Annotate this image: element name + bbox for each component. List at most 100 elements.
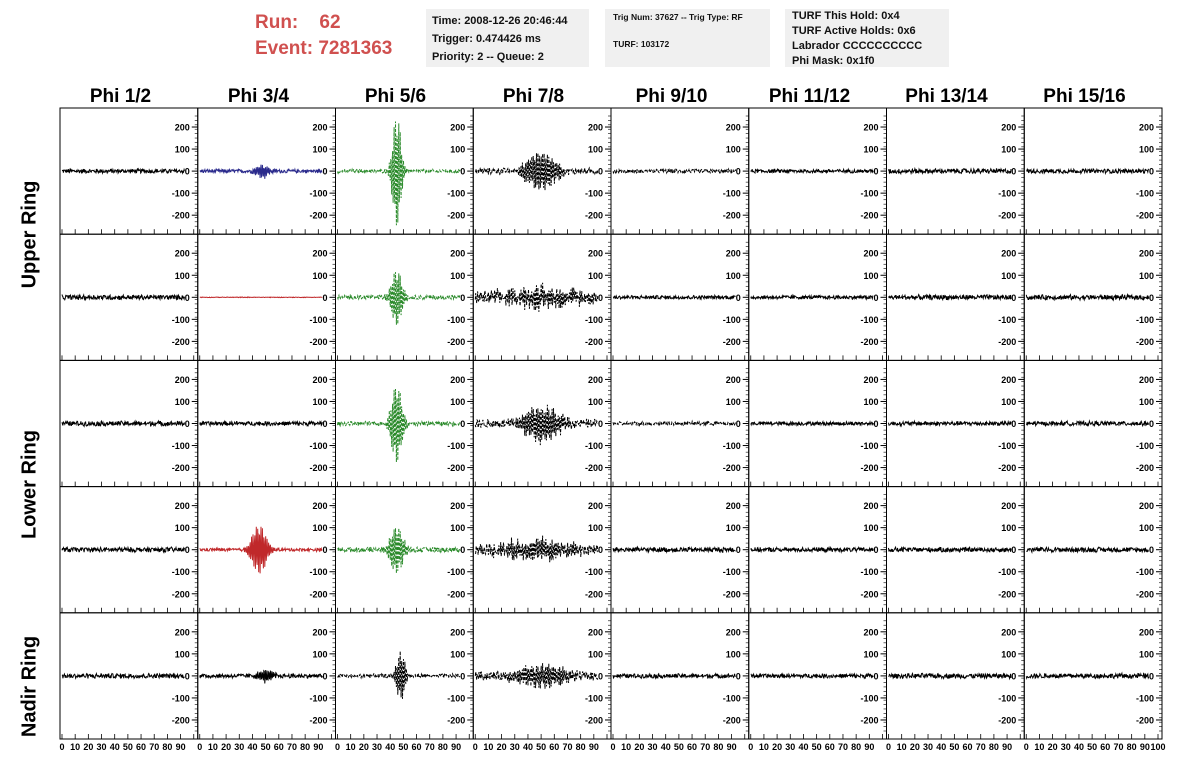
y-tick-label: -200 (447, 211, 465, 221)
y-tick-label: -100 (723, 189, 741, 199)
y-tick-label: 0 (185, 419, 190, 429)
y-tick-label: -200 (309, 589, 327, 599)
panel-r1-c3: -200 -100 0 100 200 (472, 233, 612, 361)
y-tick-label: 200 (175, 627, 190, 637)
waveform-line (888, 672, 1012, 681)
x-tick-label: 0 (197, 742, 202, 752)
x-tick-label: 80 (576, 742, 586, 752)
waveform-line (1025, 419, 1150, 428)
x-tick-label: 30 (1061, 742, 1071, 752)
y-tick-label: -100 (860, 189, 878, 199)
waveform-line (888, 293, 1012, 302)
priority-text: Priority: 2 -- Queue: 2 (432, 51, 544, 63)
y-tick-label: 100 (863, 145, 878, 155)
x-tick-label: 10 (208, 742, 218, 752)
y-tick-label: 200 (726, 501, 741, 511)
x-tick-label: 90 (1002, 742, 1012, 752)
y-tick-label: -100 (172, 189, 190, 199)
x-tick-label: 40 (1074, 742, 1084, 752)
y-tick-label: -100 (309, 567, 327, 577)
column-header-phi-13-14: Phi 13/14 (905, 86, 988, 107)
y-tick-label: 0 (322, 545, 327, 555)
y-tick-label: 100 (588, 649, 603, 659)
y-tick-label: 100 (726, 397, 741, 407)
x-tick-label: 40 (936, 742, 946, 752)
column-header-phi-5-6: Phi 5/6 (364, 86, 427, 107)
y-tick-label: 200 (312, 501, 327, 511)
y-tick-label: 0 (598, 545, 603, 555)
y-tick-label: -100 (723, 441, 741, 451)
labrador-text: Labrador CCCCCCCCCC (792, 40, 923, 52)
waveform-line (1025, 293, 1150, 302)
waveform-line (1025, 671, 1150, 681)
y-tick-label: 0 (322, 167, 327, 177)
x-tick-label: 0 (335, 742, 340, 752)
waveform-line (61, 419, 185, 428)
y-tick-label: -200 (585, 589, 603, 599)
waveform-line (474, 153, 599, 191)
trig-info-box: Trig Num: 37627 -- Trig Type: RF TURF: 1… (605, 9, 770, 67)
y-tick-label: -200 (1136, 211, 1154, 221)
y-tick-label: 200 (726, 123, 741, 133)
x-tick-label: 30 (510, 742, 520, 752)
column-header-phi-3-4: Phi 3/4 (227, 86, 290, 107)
y-tick-label: -100 (309, 189, 327, 199)
waveform-line (474, 663, 599, 689)
panel-r3-c0: -200 -100 0 100 200 (59, 486, 199, 614)
y-tick-label: 0 (873, 293, 878, 303)
panel-r3-c1: -200 -100 0 100 200 (197, 486, 336, 614)
panel-r3-c6: -200 -100 0 100 200 (886, 486, 1025, 614)
x-tick-label: 50 (674, 742, 684, 752)
x-tick-label: 70 (287, 742, 297, 752)
y-tick-label: -200 (585, 463, 603, 473)
y-tick-label: 200 (588, 501, 603, 511)
y-tick-label: 200 (312, 249, 327, 259)
panel-r4-c0: -200 -100 0 100 200 (59, 612, 199, 740)
waveform-line (750, 167, 874, 175)
waveform-line (61, 293, 185, 302)
x-tick-label: 20 (634, 742, 644, 752)
y-tick-label: 0 (460, 671, 465, 681)
waveform-line (199, 164, 323, 179)
waveform-line (888, 419, 1012, 428)
turf-info-box: TURF This Hold: 0x4 TURF Active Holds: 0… (785, 9, 949, 67)
panel-r4-c4: -200 -100 0 100 200 (610, 612, 750, 740)
y-tick-label: 0 (736, 293, 741, 303)
waveform-line (750, 545, 874, 554)
y-tick-label: 100 (588, 397, 603, 407)
y-tick-label: 100 (175, 397, 190, 407)
y-tick-label: -100 (585, 567, 603, 577)
y-tick-label: 100 (863, 649, 878, 659)
waveform-line (750, 672, 874, 680)
y-tick-label: 200 (863, 249, 878, 259)
y-tick-label: -200 (998, 589, 1016, 599)
panel-r1-c0: -200 -100 0 100 200 (59, 233, 199, 361)
waveform-line (337, 121, 461, 226)
panel-r3-c5: -200 -100 0 100 200 (748, 486, 887, 614)
x-tick-label: 10 (483, 742, 493, 752)
panel-r0-c3: -200 -100 0 100 200 (472, 107, 612, 235)
y-tick-label: 0 (185, 167, 190, 177)
waveform-line (1026, 545, 1149, 554)
y-tick-label: -200 (309, 211, 327, 221)
waveform-line (337, 388, 461, 463)
x-tick-label: 40 (523, 742, 533, 752)
waveform-line (199, 419, 323, 428)
panel-r4-c2: -200 -100 0 100 200 (335, 612, 474, 740)
y-tick-label: 100 (1139, 145, 1154, 155)
y-tick-label: 200 (726, 375, 741, 385)
y-tick-label: 100 (1139, 271, 1154, 281)
y-tick-label: 0 (598, 671, 603, 681)
time-info-box: Time: 2008-12-26 20:46:44 Trigger: 0.474… (426, 9, 589, 67)
y-tick-label: -200 (172, 463, 190, 473)
x-tick-label: 60 (1100, 742, 1110, 752)
x-tick-label: 80 (438, 742, 448, 752)
y-tick-label: 100 (726, 649, 741, 659)
y-tick-label: 200 (588, 627, 603, 637)
y-tick-label: -100 (860, 693, 878, 703)
y-tick-label: 100 (1001, 523, 1016, 533)
x-tick-label: 20 (221, 742, 231, 752)
y-tick-label: 100 (450, 523, 465, 533)
x-tick-label: 30 (97, 742, 107, 752)
panel-r4-c1: -200 -100 0 100 200 (197, 612, 336, 740)
